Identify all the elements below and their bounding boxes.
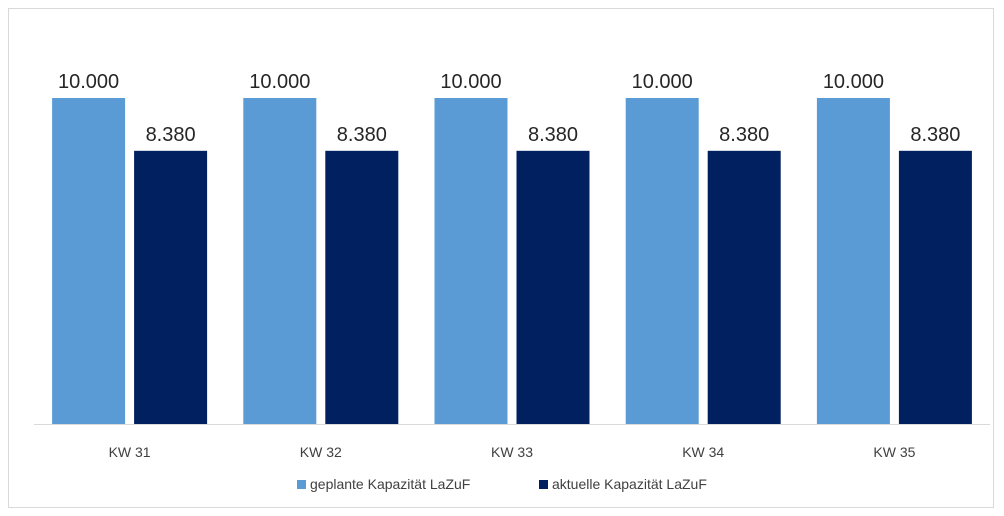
data-label-planned-4: 10.000 xyxy=(632,71,693,93)
data-label-planned-1: 10.000 xyxy=(58,71,119,93)
x-tick-label: KW 33 xyxy=(491,444,533,460)
legend-item-planned-swatch xyxy=(297,480,306,489)
bar-current-5 xyxy=(898,150,972,424)
data-label-current-4: 8.380 xyxy=(719,124,769,146)
data-label-current-2: 8.380 xyxy=(337,124,387,146)
data-label-planned-2: 10.000 xyxy=(249,71,310,93)
data-label-current-3: 8.380 xyxy=(528,124,578,146)
bar-current-4 xyxy=(707,150,781,424)
legend-item-current-swatch xyxy=(539,480,548,489)
data-label-current-1: 8.380 xyxy=(146,124,196,146)
legend-item-current-label: aktuelle Kapazität LaZuF xyxy=(552,476,707,492)
bar-planned-5 xyxy=(816,98,890,424)
x-tick-label: KW 32 xyxy=(300,444,342,460)
bar-current-2 xyxy=(325,150,399,424)
legend-item-planned-label: geplante Kapazität LaZuF xyxy=(310,476,470,492)
bar-planned-3 xyxy=(434,98,508,424)
bar-planned-4 xyxy=(625,98,699,424)
data-label-planned-5: 10.000 xyxy=(823,71,884,93)
x-tick-label: KW 34 xyxy=(682,444,724,460)
x-tick-label: KW 35 xyxy=(873,444,915,460)
bar-planned-2 xyxy=(243,98,317,424)
bar-current-1 xyxy=(134,150,208,424)
data-label-planned-3: 10.000 xyxy=(440,71,501,93)
data-label-current-5: 8.380 xyxy=(910,124,960,146)
bar-current-3 xyxy=(516,150,590,424)
x-tick-label: KW 31 xyxy=(109,444,151,460)
bar-planned-1 xyxy=(52,98,126,424)
